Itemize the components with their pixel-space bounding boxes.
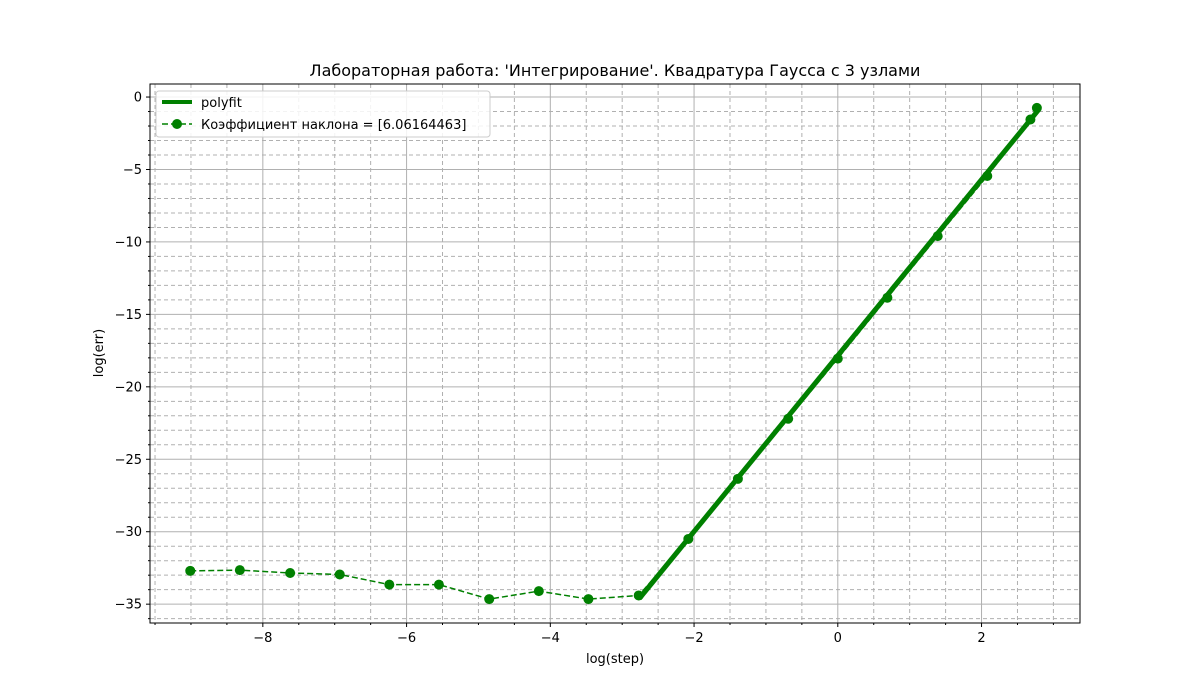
series-slope-point xyxy=(484,594,495,605)
series-slope-point xyxy=(732,473,743,484)
series-slope-point xyxy=(1025,114,1036,125)
x-tick-label: −4 xyxy=(541,631,560,646)
series-slope-point xyxy=(234,565,245,576)
series-slope-point xyxy=(783,413,794,424)
series-slope-point xyxy=(832,353,843,364)
minor-grid xyxy=(150,84,1080,623)
legend-frame xyxy=(155,90,491,138)
x-tick-label: −8 xyxy=(253,631,272,646)
series-slope-point xyxy=(982,171,993,182)
legend-polyfit-label: polyfit xyxy=(201,96,242,111)
y-axis: 0 −5 −10 −15 −20 −25 −30 −35 xyxy=(115,91,150,620)
series-layer xyxy=(185,102,1042,605)
series-slope-point xyxy=(433,579,444,590)
y-axis-label: log(err) xyxy=(92,329,107,377)
chart-title: Лабораторная работа: 'Интегрирование'. К… xyxy=(310,61,921,80)
x-axis: −8 −6 −4 −2 0 2 xyxy=(154,623,1054,646)
series-slope-point xyxy=(384,579,395,590)
plot-area-background xyxy=(150,84,1080,623)
y-tick-label: −20 xyxy=(115,380,142,395)
series-slope-point xyxy=(583,594,594,605)
legend: polyfit Коэффициент наклона = [6.0616446… xyxy=(155,90,491,138)
y-tick-label: −10 xyxy=(115,235,142,250)
x-tick-label: 0 xyxy=(834,631,842,646)
series-slope-point xyxy=(533,586,544,597)
x-tick-label: −6 xyxy=(397,631,416,646)
series-slope-point xyxy=(633,590,644,601)
series-slope-point xyxy=(285,568,296,579)
legend-slope-label: Коэффициент наклона = [6.06164463] xyxy=(201,118,466,133)
series-slope-point xyxy=(1031,102,1042,113)
series-slope-point xyxy=(185,565,196,576)
y-tick-label: −5 xyxy=(123,163,142,178)
y-tick-label: −15 xyxy=(115,308,142,323)
series-slope-point xyxy=(932,231,943,242)
y-tick-label: −30 xyxy=(115,525,142,540)
x-tick-label: 2 xyxy=(977,631,985,646)
series-slope-point xyxy=(882,292,893,303)
y-tick-label: −25 xyxy=(115,453,142,468)
plot-area-frame xyxy=(149,83,1081,624)
y-tick-label: −35 xyxy=(115,598,142,613)
x-tick-label: −2 xyxy=(684,631,703,646)
series-slope-point xyxy=(334,569,345,580)
y-tick-label: 0 xyxy=(134,91,142,106)
series-slope-point xyxy=(683,533,694,544)
x-axis-label: log(step) xyxy=(586,652,644,667)
legend-slope-marker xyxy=(172,119,182,129)
